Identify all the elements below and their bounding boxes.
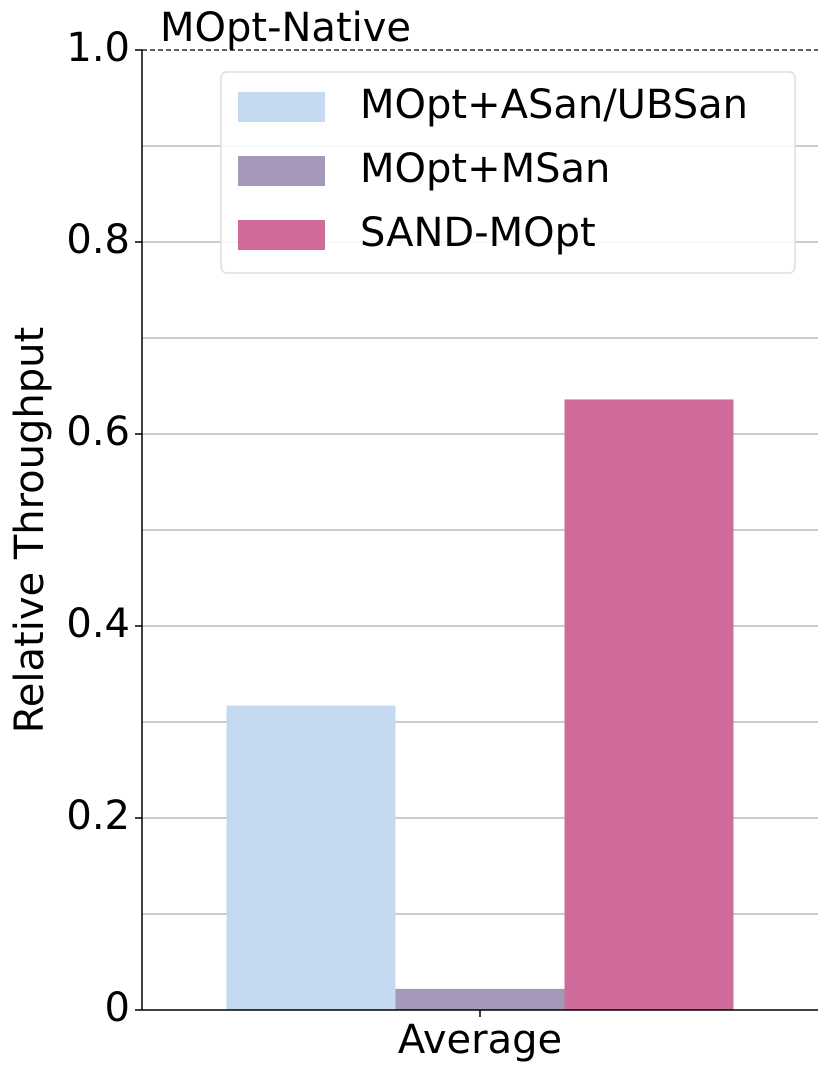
y-tick-label: 0 — [105, 985, 130, 1031]
y-tick-label: 0.4 — [66, 601, 130, 647]
bar — [564, 399, 734, 1010]
legend-swatch — [238, 92, 325, 122]
legend-swatch — [238, 220, 325, 250]
y-tick-label: 1.0 — [66, 25, 130, 71]
bar — [395, 988, 565, 1010]
y-axis-label: Relative Throughput — [7, 327, 53, 733]
y-tick-label: 0.6 — [66, 409, 130, 455]
x-tick-label: Average — [398, 1017, 562, 1063]
legend-swatch — [238, 156, 325, 186]
legend-box — [220, 71, 796, 274]
y-tick-label: 0.8 — [66, 217, 130, 263]
bar — [226, 705, 396, 1010]
legend-label: MOpt+ASan/UBSan — [360, 82, 748, 128]
y-tick-label: 0.2 — [66, 793, 130, 839]
legend-label: MOpt+MSan — [360, 146, 610, 192]
reference-label: MOpt-Native — [160, 5, 411, 51]
legend-label: SAND-MOpt — [360, 210, 596, 256]
